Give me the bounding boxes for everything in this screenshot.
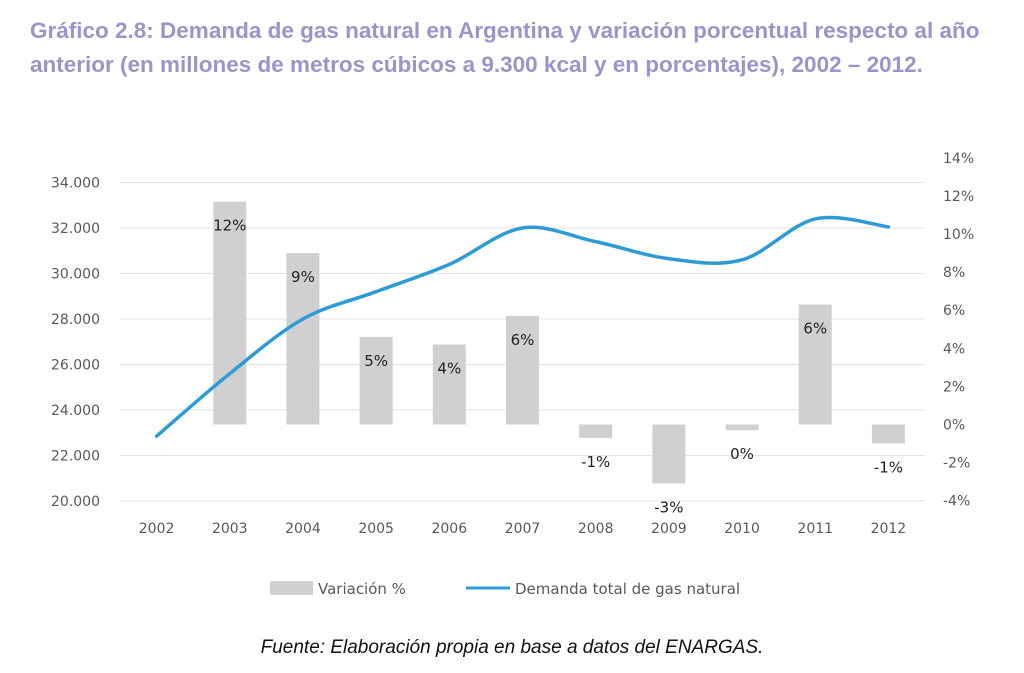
bar-series <box>213 201 905 484</box>
bar <box>579 424 613 438</box>
line-series <box>154 215 891 438</box>
left-tick-label: 30.000 <box>51 267 100 283</box>
bar <box>213 201 247 425</box>
x-tick-label: 2011 <box>797 521 833 537</box>
right-tick-label: 12% <box>943 189 974 205</box>
bar <box>286 253 320 425</box>
bar-data-label: -3% <box>654 499 683 517</box>
bar-data-label: 6% <box>803 319 827 337</box>
right-tick-label: 4% <box>943 341 965 357</box>
right-tick-label: 14% <box>943 151 974 167</box>
legend-swatch-bars <box>270 581 313 595</box>
x-tick-label: 2012 <box>871 521 907 537</box>
x-tick-label: 2003 <box>212 521 248 537</box>
right-tick-label: 0% <box>943 418 965 434</box>
left-tick-label: 24.000 <box>51 403 100 419</box>
right-tick-label: 6% <box>943 303 965 319</box>
bar-data-label: 0% <box>730 445 754 463</box>
x-axis-ticks: 2002 2003 2004 2005 2006 2007 2008 2009 2010 2011… <box>139 521 906 537</box>
legend-label-line: Demanda total de gas natural <box>515 580 740 598</box>
chart-title: Gráfico 2.8: Demanda de gas natural en A… <box>30 18 980 77</box>
right-tick-label: 8% <box>943 265 965 281</box>
data-labels: 12% 9% 5% 4% 6% -1% -3% 0% 6% -1% <box>213 217 903 517</box>
bar-data-label: 4% <box>437 359 461 377</box>
bar <box>652 424 686 484</box>
left-tick-label: 20.000 <box>51 494 100 510</box>
x-tick-label: 2002 <box>139 521 175 537</box>
left-tick-label: 26.000 <box>51 358 100 374</box>
bar-data-label: 12% <box>213 217 246 235</box>
demand-line <box>154 215 891 438</box>
x-tick-label: 2010 <box>724 521 760 537</box>
x-tick-label: 2006 <box>431 521 467 537</box>
x-tick-label: 2007 <box>505 521 541 537</box>
bar-data-label: 5% <box>364 352 388 370</box>
left-tick-label: 28.000 <box>51 312 100 328</box>
bar <box>798 304 832 425</box>
bar <box>359 336 393 425</box>
x-tick-label: 2009 <box>651 521 687 537</box>
right-tick-label: -4% <box>943 494 970 510</box>
bar <box>725 424 759 431</box>
source-note: Fuente: Elaboración propia en base a dat… <box>260 637 764 658</box>
bar-data-label: 9% <box>291 268 315 286</box>
legend-label-bars: Variación % <box>318 580 406 598</box>
bar <box>871 424 905 444</box>
right-tick-label: 10% <box>943 227 974 243</box>
right-tick-label: -2% <box>943 456 970 472</box>
left-tick-label: 32.000 <box>51 221 100 237</box>
right-tick-label: 2% <box>943 379 965 395</box>
legend: Variación % Demanda total de gas natural <box>270 580 740 598</box>
bar <box>506 315 539 425</box>
left-axis-ticks: 20.000 22.000 24.000 26.000 28.000 30.000 32.0… <box>51 176 100 511</box>
left-tick-label: 22.000 <box>51 449 100 465</box>
bar-data-label: -1% <box>581 453 610 471</box>
left-tick-label: 34.000 <box>51 176 100 192</box>
bar-data-label: -1% <box>874 459 903 477</box>
x-tick-label: 2004 <box>285 521 321 537</box>
bar-data-label: 6% <box>511 331 535 349</box>
right-axis-ticks: -4% -2% 0% 2% 4% 6% 8% 10% 12% 14% <box>943 151 974 510</box>
x-tick-label: 2008 <box>578 521 614 537</box>
x-tick-label: 2005 <box>358 521 394 537</box>
bar <box>432 344 466 425</box>
